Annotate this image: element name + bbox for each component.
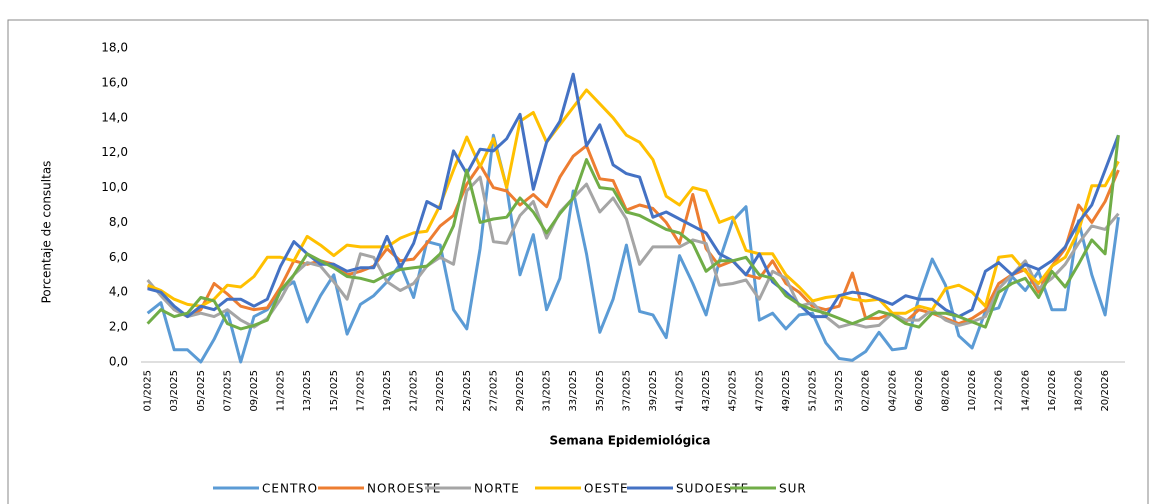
x-tick-label: 51/2025 xyxy=(808,370,819,412)
y-tick-label: 14,0 xyxy=(101,110,128,124)
series-line xyxy=(147,88,1120,315)
x-tick-label: 45/2025 xyxy=(728,370,739,412)
x-tick-label: 39/2025 xyxy=(648,370,659,412)
legend-label: OESTE xyxy=(584,482,629,496)
y-tick-label: 4,0 xyxy=(109,285,128,299)
x-tick-label: 29/2025 xyxy=(515,370,526,412)
x-tick-label: 37/2025 xyxy=(621,370,632,412)
series-line xyxy=(146,175,1120,329)
x-tick-label: 13/2025 xyxy=(302,370,313,412)
y-tick-label: 2,0 xyxy=(109,320,128,334)
x-tick-label: 01/2025 xyxy=(143,370,154,412)
x-tick-label: 07/2025 xyxy=(222,370,233,412)
x-tick-label: 27/2025 xyxy=(488,370,499,412)
x-tick-label: 11/2025 xyxy=(276,370,287,412)
x-tick-label: 25/2025 xyxy=(462,370,473,412)
legend-label: SUR xyxy=(779,482,807,496)
y-axis-label: Porcentaje de consultas xyxy=(40,161,54,304)
x-tick-label: 41/2025 xyxy=(675,370,686,412)
legend-label: NOROESTE xyxy=(367,482,441,496)
x-tick-label: 17/2025 xyxy=(355,370,366,412)
x-tick-label: 08/2026 xyxy=(940,370,951,412)
x-tick-label: 05/2025 xyxy=(196,370,207,412)
x-tick-label: 23/2025 xyxy=(435,370,446,412)
x-tick-label: 31/2025 xyxy=(542,370,553,412)
x-tick-label: 02/2026 xyxy=(861,370,872,412)
x-tick-label: 15/2025 xyxy=(329,370,340,412)
x-tick-label: 06/2026 xyxy=(914,370,925,412)
x-tick-label: 19/2025 xyxy=(382,370,393,412)
x-tick-label: 33/2025 xyxy=(568,370,579,412)
x-tick-label: 03/2025 xyxy=(169,370,180,412)
x-tick-label: 53/2025 xyxy=(834,370,845,412)
x-tick-label: 10/2026 xyxy=(967,370,978,412)
x-tick-label: 49/2025 xyxy=(781,370,792,412)
x-tick-label: 14/2026 xyxy=(1020,370,1031,412)
legend-label: NORTE xyxy=(474,482,520,496)
y-tick-label: 6,0 xyxy=(109,250,128,264)
series-line xyxy=(146,133,1120,364)
y-tick-label: 10,0 xyxy=(101,180,128,194)
x-tick-label: 35/2025 xyxy=(595,370,606,412)
y-tick-label: 8,0 xyxy=(109,215,128,229)
x-axis-label: Semana Epidemiológica xyxy=(550,434,711,448)
y-tick-label: 0,0 xyxy=(109,355,128,369)
x-tick-label: 04/2026 xyxy=(887,370,898,412)
x-tick-label: 18/2026 xyxy=(1073,370,1084,412)
x-tick-label: 21/2025 xyxy=(409,370,420,412)
x-tick-label: 16/2026 xyxy=(1047,370,1058,412)
y-tick-label: 12,0 xyxy=(101,145,128,159)
x-tick-label: 43/2025 xyxy=(701,370,712,412)
legend-label: CENTRO xyxy=(262,482,318,496)
x-tick-label: 12/2026 xyxy=(994,370,1005,412)
x-tick-label: 47/2025 xyxy=(754,370,765,412)
series-line xyxy=(146,135,1120,331)
y-tick-label: 18,0 xyxy=(101,41,128,55)
legend-label: SUDOESTE xyxy=(676,482,749,496)
x-tick-label: 20/2026 xyxy=(1100,370,1111,412)
y-tick-label: 16,0 xyxy=(101,75,128,89)
x-tick-label: 09/2025 xyxy=(249,370,260,412)
